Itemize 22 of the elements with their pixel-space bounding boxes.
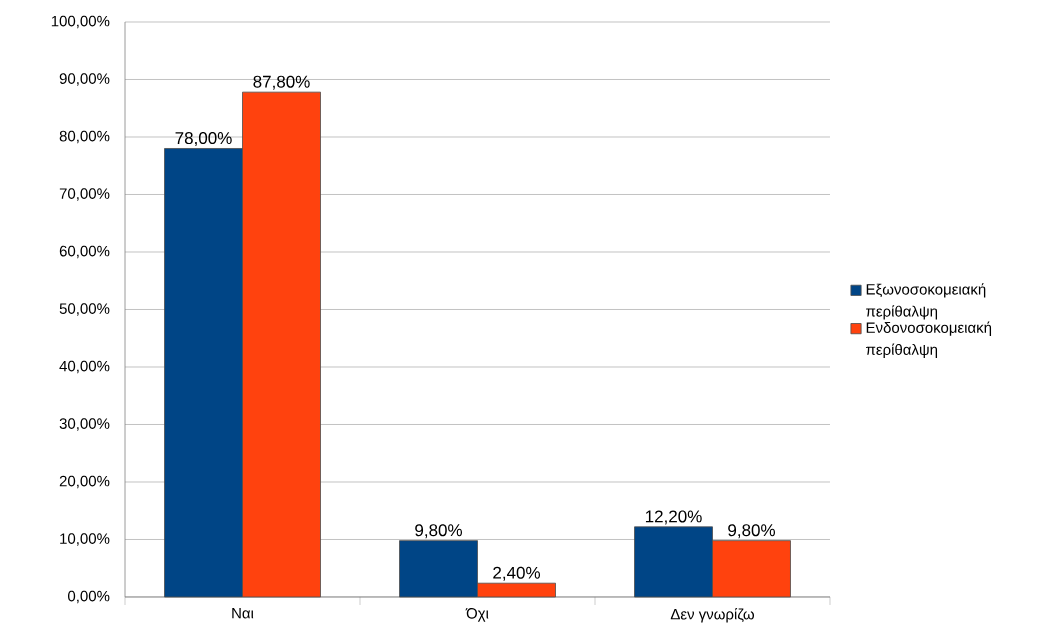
y-tick-label: 60,00% [59,245,110,259]
y-tick-label: 90,00% [59,73,110,86]
y-tick-label: 30,00% [59,418,110,431]
y-tick-label: 80,00% [59,130,110,144]
y-tick-label: 20,00% [59,475,110,489]
y-tick-label: 100,00% [51,15,110,29]
y-tick-label: 70,00% [59,188,110,201]
y-tick-label: 50,00% [59,303,110,316]
y-tick-label: 40,00% [59,360,110,374]
data-label: 2,40% [493,566,541,581]
data-label: 9,80% [415,524,463,539]
x-tick-label: Δεν γνωρίζω [670,608,755,623]
legend-label: Εξωνοσοκομειακή περίθαλψη [866,283,986,320]
data-label: 9,80% [728,524,775,539]
data-label: 12,20% [645,510,702,525]
data-label: 78,00% [175,132,232,147]
x-tick-label: Ναι [232,608,254,619]
y-tick-label: 0,00% [68,590,110,604]
data-label: 87,80% [253,75,310,90]
y-tick-label: 10,00% [60,533,110,546]
legend-label: Ενδονοσοκομειακή περίθαλψη [866,321,992,358]
x-tick-label: Όχι [465,608,489,622]
